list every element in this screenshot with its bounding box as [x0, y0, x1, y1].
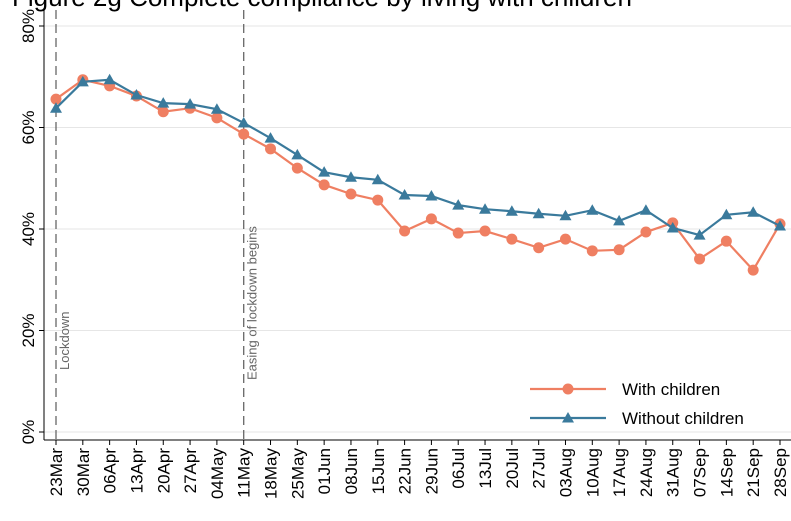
point [452, 227, 464, 239]
point [479, 203, 492, 214]
point [157, 97, 170, 108]
x-tick-label: 15Jun [369, 448, 388, 494]
x-tick-label: 28Sep [771, 448, 790, 497]
legend-label: With children [622, 380, 720, 399]
legend-label: Without children [622, 409, 744, 428]
point [586, 245, 598, 257]
point [291, 162, 303, 174]
x-tick-label: 04May [208, 448, 227, 500]
point [720, 208, 733, 220]
point [211, 112, 223, 124]
x-tick-label: 20Apr [154, 448, 173, 494]
x-tick-label: 03Aug [556, 448, 575, 497]
y-tick-label: 40% [19, 212, 38, 246]
point [76, 75, 89, 87]
point [184, 98, 197, 109]
x-tick-label: 10Aug [583, 448, 602, 497]
point [371, 173, 384, 185]
point [210, 103, 223, 114]
point [157, 106, 169, 118]
x-tick-label: 01Jun [315, 448, 334, 494]
x-tick-label: 18May [262, 448, 281, 500]
x-tick-label: 22Jun [396, 448, 415, 494]
x-tick-label: 27Apr [181, 448, 200, 494]
point [238, 128, 250, 140]
x-tick-label: 25May [288, 448, 307, 500]
x-tick-label: 08Jun [342, 448, 361, 494]
point [640, 226, 652, 238]
point [693, 229, 706, 240]
x-tick-label: 29Jun [422, 448, 441, 494]
point [562, 383, 574, 395]
point [265, 143, 277, 155]
point [237, 116, 250, 128]
x-tick-label: 23Mar [47, 448, 66, 497]
point [50, 93, 62, 105]
y-tick-label: 0% [19, 420, 38, 445]
x-tick-label: 14Sep [717, 448, 736, 497]
point [694, 253, 706, 265]
y-tick-label: 60% [19, 110, 38, 144]
x-tick-label: 11May [235, 448, 254, 498]
point [586, 204, 599, 215]
point [562, 412, 574, 423]
point [532, 207, 545, 219]
point [318, 179, 330, 191]
y-tick-label: 80% [19, 9, 38, 43]
x-tick-label: 21Sep [744, 448, 763, 497]
point [452, 199, 465, 210]
x-tick-label: 06Apr [101, 448, 120, 494]
point [345, 188, 357, 200]
annotation-label: Easing of lockdown begins [245, 226, 260, 380]
point [747, 264, 759, 276]
annotation-label: Lockdown [57, 311, 72, 370]
point [372, 194, 384, 206]
point [264, 132, 277, 143]
point [50, 102, 62, 113]
x-tick-label: 13Jul [476, 448, 495, 489]
point [747, 206, 760, 217]
series-line [55, 78, 781, 237]
x-tick-label: 27Jul [530, 448, 549, 489]
point [344, 171, 357, 182]
x-tick-label: 07Sep [691, 448, 710, 497]
x-tick-label: 06Jul [449, 448, 468, 489]
y-tick-label: 20% [19, 313, 38, 347]
x-tick-label: 24Aug [637, 448, 656, 497]
x-tick-label: 31Aug [664, 448, 683, 497]
point [666, 221, 679, 233]
point [291, 148, 304, 160]
point [533, 242, 545, 254]
point [130, 89, 143, 100]
point [318, 166, 331, 177]
point [398, 188, 411, 200]
point [479, 225, 491, 237]
point [559, 233, 571, 245]
x-tick-label: 30Mar [74, 448, 93, 497]
point [639, 204, 652, 215]
point [720, 235, 732, 247]
x-tick-label: 13Apr [127, 448, 146, 494]
x-tick-label: 17Aug [610, 448, 629, 497]
point [399, 225, 411, 237]
chart-title: Figure 2g Complete compliance by living … [12, 0, 632, 12]
x-tick-label: 20Jul [503, 448, 522, 489]
point [425, 190, 438, 201]
point [613, 244, 625, 256]
point [506, 233, 518, 245]
point [774, 219, 786, 231]
point [505, 205, 518, 216]
point [103, 73, 116, 85]
series-line [55, 78, 781, 272]
point [559, 209, 572, 221]
point [613, 214, 626, 226]
point [425, 213, 437, 225]
